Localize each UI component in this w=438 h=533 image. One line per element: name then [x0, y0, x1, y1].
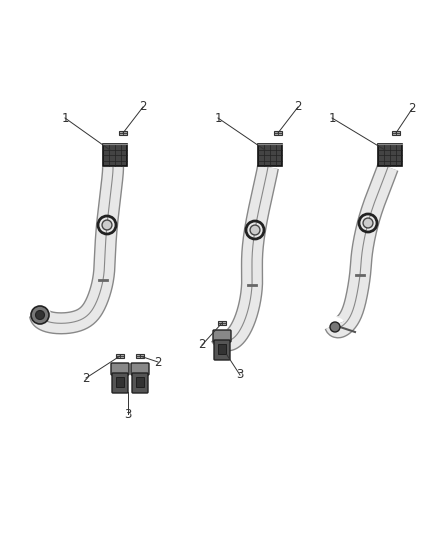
FancyBboxPatch shape — [112, 373, 128, 393]
Bar — [392, 131, 400, 135]
FancyBboxPatch shape — [214, 340, 230, 360]
Circle shape — [102, 220, 112, 230]
Bar — [103, 144, 127, 166]
Bar — [136, 377, 144, 387]
Bar — [119, 131, 127, 135]
Circle shape — [250, 225, 260, 235]
Bar — [116, 353, 124, 358]
Bar — [116, 377, 124, 387]
Text: 1: 1 — [214, 111, 222, 125]
Circle shape — [330, 322, 340, 332]
Circle shape — [35, 311, 45, 319]
Bar — [378, 144, 402, 166]
Text: 2: 2 — [294, 101, 302, 114]
Bar — [218, 321, 226, 326]
FancyBboxPatch shape — [131, 363, 149, 375]
Bar — [218, 344, 226, 354]
FancyBboxPatch shape — [111, 363, 129, 375]
Text: 2: 2 — [408, 102, 416, 116]
Text: 1: 1 — [328, 111, 336, 125]
FancyBboxPatch shape — [213, 330, 231, 342]
Text: 2: 2 — [139, 101, 147, 114]
Text: 3: 3 — [237, 368, 244, 382]
Text: 2: 2 — [198, 338, 206, 351]
Circle shape — [31, 306, 49, 324]
Text: 3: 3 — [124, 408, 132, 421]
Text: 2: 2 — [154, 356, 162, 368]
Bar — [274, 131, 282, 135]
Text: 2: 2 — [82, 372, 90, 384]
FancyBboxPatch shape — [132, 373, 148, 393]
Bar — [136, 353, 144, 358]
Circle shape — [363, 218, 373, 228]
Bar — [258, 144, 282, 166]
Text: 1: 1 — [61, 111, 69, 125]
